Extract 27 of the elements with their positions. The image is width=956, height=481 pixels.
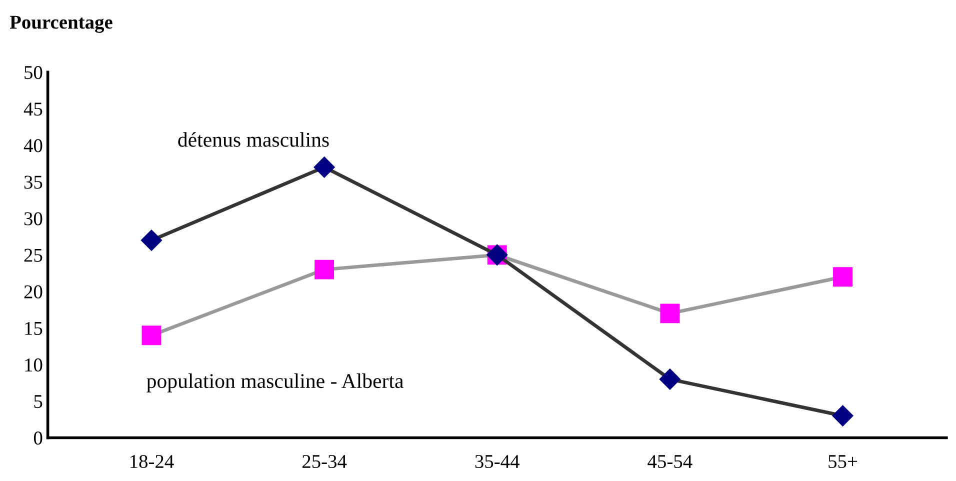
y-tick-label: 45 [24,102,42,116]
x-tick-label: 55+ [828,455,858,468]
series-label: détenus masculins [178,132,329,147]
y-tick-label: 35 [24,176,42,189]
series-label: population masculine - Alberta [146,373,404,392]
point [660,304,680,324]
point [314,156,335,178]
y-tick-label: 5 [34,395,42,408]
x-tick-label: 45-54 [648,455,692,468]
y-tick-label: 10 [25,358,42,372]
point [314,260,334,280]
y-tick-label: 40 [24,139,42,152]
y-axis-title: Pourcentage [10,16,112,33]
y-tick-label: 15 [25,322,42,335]
y-tick-label: 25 [24,248,42,262]
y-tick-label: 20 [24,285,42,298]
y-tick-label: 0 [34,432,42,445]
point [140,230,162,251]
point [833,267,852,287]
y-tick-label: 30 [24,212,42,226]
point [142,326,162,346]
x-tick-label: 35-44 [475,454,520,468]
x-tick-label: 18-24 [130,454,174,468]
point [659,368,680,390]
point [832,405,854,426]
x-tick-label: 25-34 [302,454,347,468]
y-tick-label: 50 [24,66,42,80]
